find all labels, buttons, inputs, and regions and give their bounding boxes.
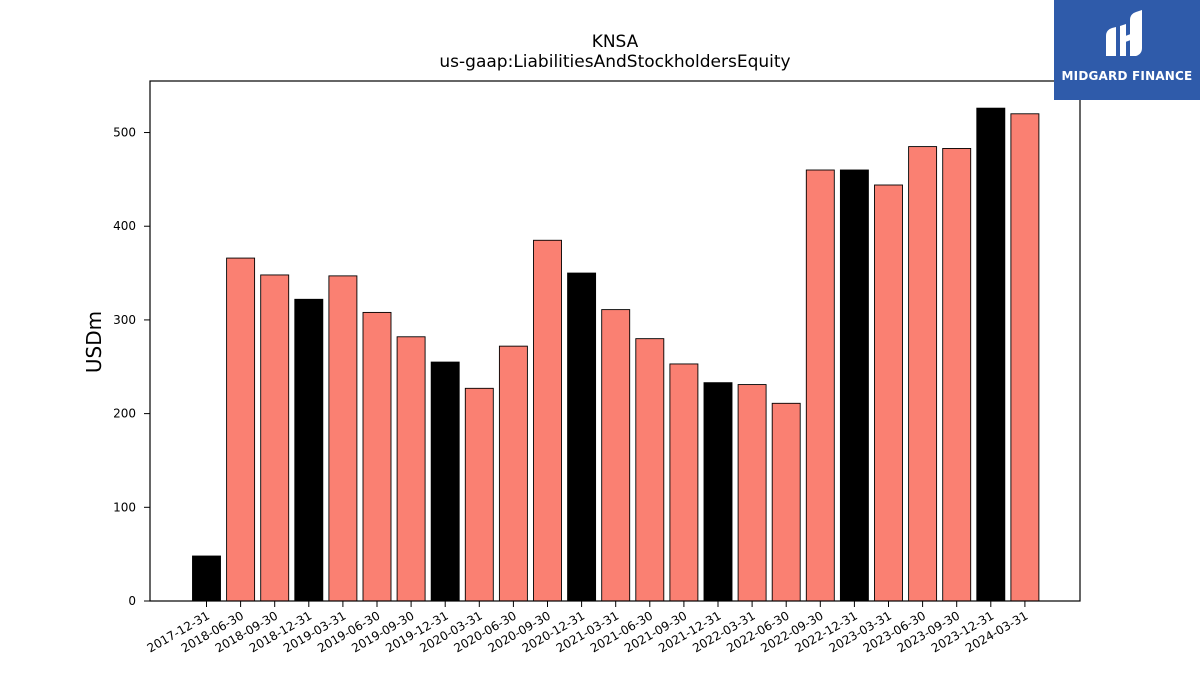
chart-title: KNSA (591, 32, 639, 52)
bar-2019-12-31 (430, 361, 460, 602)
logo-text: MIDGARD FINANCE (1061, 69, 1193, 83)
y-axis: 0 100 200 300 400 500 (113, 126, 150, 608)
bar-2020-12-31 (567, 272, 597, 602)
bar-2019-09-30 (396, 336, 426, 602)
bar-2020-03-31 (464, 387, 494, 602)
bar-2020-09-30 (533, 239, 562, 602)
y-tick-label: 100 (113, 500, 136, 514)
bar-2022-06-30 (771, 402, 801, 602)
logo-mark-icon (1106, 10, 1142, 56)
bar-2018-09-30 (260, 274, 290, 602)
bar-2022-12-31 (839, 169, 869, 602)
bar-2017-12-31 (192, 555, 221, 602)
bar-2022-09-30 (805, 169, 835, 602)
bar-2023-06-30 (908, 146, 938, 602)
chart-subtitle: us-gaap:LiabilitiesAndStockholdersEquity (439, 52, 791, 72)
bar-2018-06-30 (226, 257, 256, 602)
bar-2023-03-31 (874, 184, 903, 602)
y-tick-label: 200 (113, 407, 136, 421)
bar-2020-06-30 (498, 345, 528, 602)
brand-logo: MIDGARD FINANCE (1054, 0, 1200, 100)
bar-2021-06-30 (635, 338, 665, 602)
y-tick-label: 300 (113, 313, 136, 327)
plot-frame (149, 80, 1081, 602)
y-axis-label: USDm (82, 311, 106, 373)
bar-2021-09-30 (669, 363, 699, 602)
bar-2021-12-31 (703, 382, 733, 602)
x-axis: 2017-12-312018-06-302018-09-302018-12-31… (145, 601, 1030, 655)
y-tick-label: 500 (113, 126, 136, 140)
bars-group (192, 107, 1040, 602)
bar-2021-03-31 (601, 309, 631, 602)
y-tick-label: 0 (128, 594, 136, 608)
bar-2023-09-30 (942, 148, 972, 602)
bar-2023-12-31 (976, 107, 1006, 602)
bar-2019-03-31 (328, 275, 358, 602)
bar-2024-03-31 (1010, 113, 1040, 602)
y-tick-label: 400 (113, 219, 136, 233)
bar-2022-03-31 (737, 384, 767, 602)
bar-2019-06-30 (362, 311, 392, 602)
bar-2018-12-31 (294, 298, 324, 602)
